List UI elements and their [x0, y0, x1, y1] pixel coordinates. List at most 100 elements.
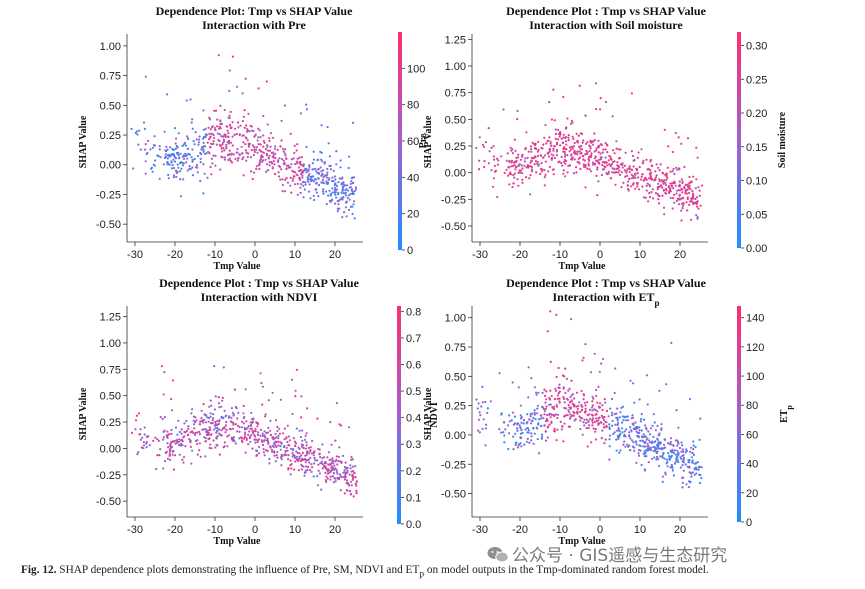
scatter-point [602, 418, 606, 422]
scatter-point [481, 427, 484, 430]
y-tick-label: 0.75 [100, 71, 121, 83]
scatter-point [327, 451, 331, 454]
scatter-point [288, 439, 291, 442]
scatter-point [650, 171, 653, 174]
scatter-point [290, 158, 293, 161]
scatter-point [300, 172, 303, 176]
scatter-point [594, 155, 597, 158]
scatter-point [526, 427, 529, 430]
scatter-point [316, 484, 320, 487]
x-tick-label: 20 [674, 524, 686, 536]
scatter-point [327, 142, 330, 145]
scatter-point [621, 405, 625, 408]
scatter-point [673, 182, 676, 185]
scatter-point [197, 143, 200, 146]
scatter-point [271, 450, 274, 453]
scatter-point [264, 436, 267, 439]
scatter-point [567, 389, 570, 392]
scatter-point [563, 147, 566, 150]
scatter-point [686, 209, 689, 212]
scatter-point [171, 409, 174, 412]
scatter-point [137, 451, 140, 454]
scatter-point [638, 444, 641, 447]
scatter-point [259, 156, 263, 159]
scatter-point [231, 121, 234, 124]
colorbar-tick-label: 0.20 [746, 108, 767, 120]
scatter-point [166, 157, 169, 160]
scatter-point [219, 119, 222, 122]
scatter-point [680, 209, 683, 212]
scatter-point [151, 170, 154, 173]
scatter-point [597, 385, 600, 388]
scatter-point [662, 206, 666, 209]
y-tick-label: 1.25 [100, 312, 121, 324]
scatter-point [645, 158, 648, 161]
scatter-points [130, 54, 358, 220]
scatter-point [166, 148, 169, 151]
scatter-point [567, 164, 570, 167]
scatter-point [613, 412, 616, 416]
scatter-point [179, 195, 183, 198]
scatter-point [282, 432, 285, 435]
scatter-point [144, 143, 147, 146]
x-axis-label: Tmp Value [214, 536, 262, 547]
scatter-point [487, 127, 490, 130]
scatter-point [543, 388, 546, 391]
scatter-point [228, 157, 231, 160]
scatter-point [298, 169, 301, 172]
scatter-point [546, 436, 549, 439]
scatter-point [301, 451, 304, 454]
scatter-point [252, 171, 256, 174]
scatter-point [223, 427, 226, 430]
scatter-point [162, 467, 165, 470]
scatter-point [191, 166, 194, 169]
scatter-point [196, 154, 200, 158]
scatter-point [292, 437, 295, 440]
scatter-point [273, 454, 276, 457]
scatter-point [591, 414, 595, 417]
scatter-point [235, 132, 238, 136]
scatter-point [654, 429, 657, 432]
scatter-point [665, 192, 668, 195]
scatter-point [612, 171, 616, 174]
scatter-point [346, 469, 349, 472]
scatter-point [598, 370, 601, 373]
scatter-point [658, 434, 661, 437]
scatter-point [660, 184, 663, 187]
scatter-point [523, 160, 527, 163]
scatter-point [180, 432, 183, 435]
scatter-point [549, 403, 552, 406]
scatter-point [214, 420, 217, 424]
scatter-point [698, 194, 701, 197]
scatter-point [537, 140, 540, 143]
scatter-point [553, 144, 556, 148]
scatter-point [254, 430, 257, 433]
scatter-point [616, 164, 620, 168]
y-axis-label: SHAP Value [423, 115, 434, 168]
scatter-point [298, 176, 301, 179]
scatter-point [610, 171, 614, 174]
scatter-point [186, 169, 189, 172]
scatter-point [327, 194, 330, 197]
scatter-point [621, 431, 624, 434]
scatter-point [553, 427, 556, 430]
scatter-point [280, 464, 283, 467]
scatter-point [180, 444, 183, 447]
scatter-point [234, 157, 237, 160]
scatter-point [139, 148, 142, 151]
scatter-point [169, 444, 172, 448]
scatter-point [557, 128, 560, 131]
scatter-point [314, 167, 317, 170]
scatter-point [165, 93, 169, 96]
scatter-point [236, 151, 239, 154]
scatter-point [511, 152, 514, 155]
scatter-point [272, 153, 275, 156]
scatter-point [674, 453, 677, 456]
scatter-point [166, 163, 169, 166]
scatter-point [583, 424, 586, 427]
scatter-point [223, 158, 226, 161]
scatter-point [251, 144, 254, 147]
scatter-point [303, 474, 306, 477]
scatter-point [182, 154, 185, 157]
scatter-point [595, 419, 599, 423]
